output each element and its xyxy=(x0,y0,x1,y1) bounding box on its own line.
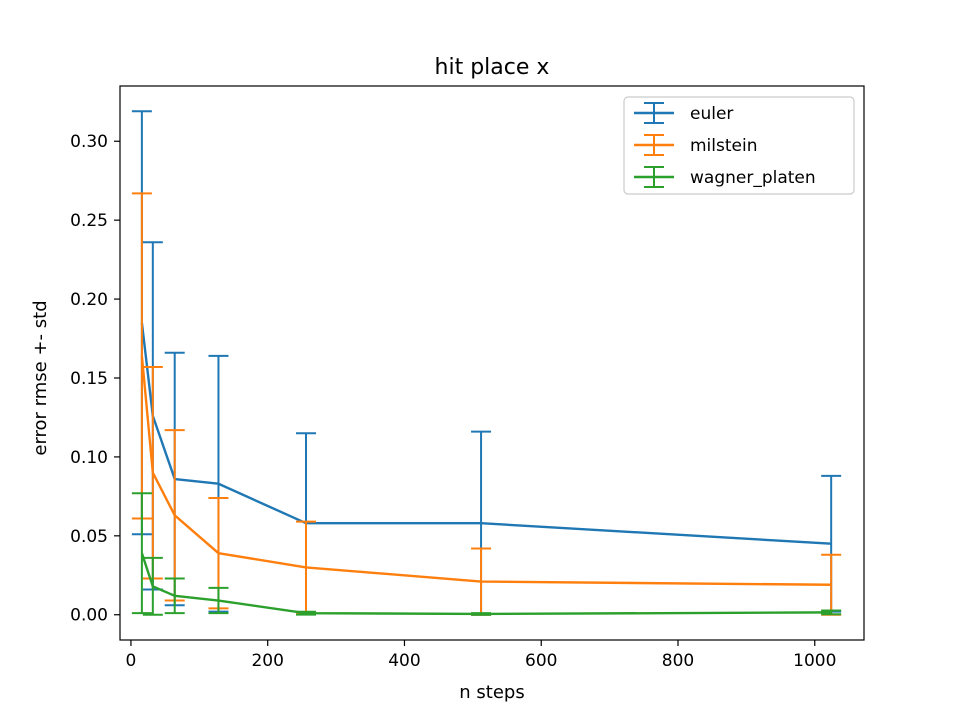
legend-label: wagner_platen xyxy=(690,168,816,188)
series-milstein xyxy=(131,192,842,616)
legend-label: euler xyxy=(690,104,733,124)
series-wagner_platen xyxy=(131,492,842,616)
x-axis-label: n steps xyxy=(459,682,524,703)
x-tick-label: 1000 xyxy=(793,651,836,671)
y-tick-label: 0.25 xyxy=(70,211,108,231)
y-tick-label: 0.05 xyxy=(70,527,108,547)
legend-label: milstein xyxy=(690,136,758,156)
series-line xyxy=(140,322,832,545)
y-axis-label: error rmse +- std xyxy=(30,300,51,455)
y-tick-label: 0.15 xyxy=(70,369,108,389)
series-line xyxy=(140,552,832,616)
x-tick-label: 0 xyxy=(126,651,137,671)
x-tick-label: 600 xyxy=(525,651,557,671)
y-axis: 0.00 0.05 0.10 0.15 0.20 0.25 0.30 xyxy=(70,132,120,626)
y-tick-label: 0.00 xyxy=(70,606,108,626)
legend-item-milstein: milstein xyxy=(634,134,758,156)
x-tick-label: 800 xyxy=(662,651,694,671)
legend-item-euler: euler xyxy=(634,102,733,124)
y-tick-label: 0.10 xyxy=(70,448,108,468)
y-tick-label: 0.30 xyxy=(70,132,108,152)
series-line xyxy=(140,355,832,586)
x-axis: 0 200 400 600 800 1000 xyxy=(126,640,836,671)
chart-title: hit place x xyxy=(435,55,550,80)
legend-box xyxy=(623,96,855,195)
legend-item-wagner_platen: wagner_platen xyxy=(634,166,816,188)
y-tick-label: 0.20 xyxy=(70,290,108,310)
x-tick-label: 400 xyxy=(388,651,420,671)
legend: euler milstein wagner_platen xyxy=(623,96,855,195)
x-tick-label: 200 xyxy=(251,651,283,671)
axes-frame xyxy=(119,85,865,641)
plot-area xyxy=(131,110,842,616)
